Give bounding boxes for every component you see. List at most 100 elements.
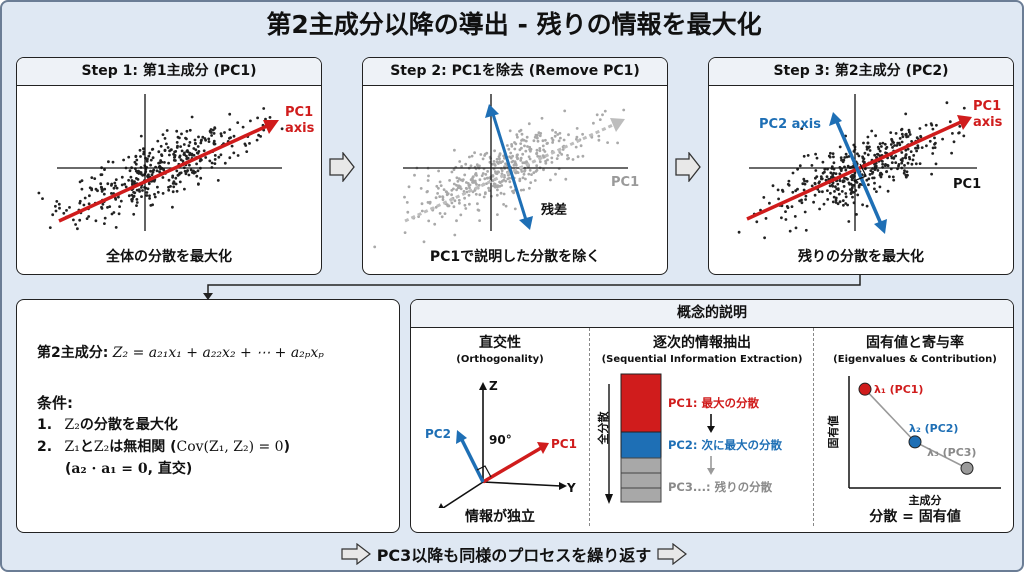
scatter-point (153, 195, 157, 199)
scatter-point (861, 203, 864, 207)
scatter-point (900, 132, 904, 136)
scatter-point (558, 131, 562, 135)
scatter-point (787, 179, 791, 183)
scatter-point (76, 227, 79, 231)
scatter-point (180, 132, 183, 136)
scatter-point (817, 190, 821, 193)
scatter-point (762, 196, 766, 199)
scatter-point (135, 177, 138, 180)
scatter-point (851, 173, 855, 177)
scatter-point (130, 179, 134, 182)
scatter-point (603, 109, 607, 113)
condition-2: 2. Z₁とZ₂は無相関 (Cov(Z₁, Z₂) = 0) (37, 436, 290, 458)
eigen-label-pc2: λ₂ (PC2) (909, 422, 958, 435)
scatter-point (798, 164, 802, 168)
scatter-point (945, 101, 949, 105)
eigen-x-label: 主成分 (909, 493, 942, 507)
scatter-point (856, 193, 860, 197)
scatter-point (186, 156, 190, 160)
scatter-point (522, 172, 526, 176)
scatter-point (259, 135, 262, 138)
scatter-point (513, 207, 517, 211)
scatter-point (904, 154, 908, 157)
scatter-point (510, 144, 514, 148)
scatter-point (142, 152, 145, 156)
angle-label: 90° (489, 433, 512, 447)
footer: PC3以降も同様のプロセスを繰り返す (2, 542, 1024, 570)
pc1-vector-label: PC1 (551, 437, 577, 451)
scatter-point (452, 205, 456, 209)
scatter-point (72, 218, 75, 222)
scatter-point (509, 185, 513, 189)
scatter-point (264, 117, 267, 121)
scatter-point (485, 151, 489, 155)
scatter-point (538, 147, 542, 150)
scatter-point (500, 184, 504, 187)
scatter-point (566, 157, 569, 161)
scatter-point (117, 195, 120, 199)
scatter-point (135, 201, 139, 204)
scatter-point (212, 132, 216, 135)
scatter-point (140, 172, 143, 176)
scatter-point (446, 192, 449, 196)
cond1-text: の分散を最大化 (79, 417, 178, 433)
scatter-point (850, 188, 853, 192)
scatter-point (175, 189, 179, 193)
scatter-point (894, 132, 898, 135)
scatter-point (236, 154, 240, 157)
scatter-point (903, 156, 907, 159)
scatter-point (819, 175, 823, 178)
scatter-point (541, 144, 545, 148)
scatter-point (232, 134, 236, 138)
scatter-point (196, 145, 200, 148)
scatter-point (213, 158, 217, 161)
scatter-point (813, 193, 817, 197)
scatter-point (496, 213, 499, 216)
scatter-point (828, 155, 832, 159)
scatter-point (878, 185, 882, 189)
scatter-point (908, 130, 911, 134)
scatter-point (538, 149, 542, 153)
scatter-point (108, 205, 112, 208)
cond2-orth-math: a₂ · a₁ = 0 (71, 461, 148, 477)
scatter-point (838, 172, 842, 176)
scatter-point (803, 210, 807, 214)
scatter-point (163, 161, 166, 164)
scatter-point (463, 196, 466, 200)
scatter-point (434, 196, 438, 200)
scatter-point (868, 173, 872, 176)
scatter-point (508, 180, 512, 184)
scatter-point (187, 173, 191, 177)
scatter-point (496, 188, 499, 192)
scatter-point (842, 185, 846, 188)
scatter-point (88, 194, 91, 198)
scatter-point (836, 202, 840, 206)
scatter-point (873, 187, 876, 191)
scatter-point (178, 155, 182, 159)
scatter-point (554, 131, 557, 134)
scatter-point (161, 133, 165, 136)
scatter-point (442, 188, 446, 191)
scatter-point (550, 136, 554, 140)
scatter-point (196, 169, 200, 173)
scatter-point (207, 140, 211, 143)
scatter-point (476, 208, 480, 212)
scatter-point (373, 245, 377, 249)
residual-axis (491, 113, 528, 221)
scatter-point (525, 135, 529, 139)
scatter-point (562, 138, 566, 142)
scatter-point (516, 135, 519, 139)
scatter-point (219, 132, 223, 136)
scatter-point (228, 112, 232, 116)
scatter-point (798, 199, 801, 203)
z-axis-label: Z (489, 379, 498, 393)
scatter-point (171, 190, 175, 194)
scatter-point (460, 165, 463, 168)
scatter-point (885, 170, 889, 173)
scatter-point (847, 155, 851, 158)
scatter-point (930, 172, 933, 176)
scatter-point (839, 156, 843, 160)
scatter-point (426, 190, 429, 193)
scatter-point (245, 150, 249, 153)
